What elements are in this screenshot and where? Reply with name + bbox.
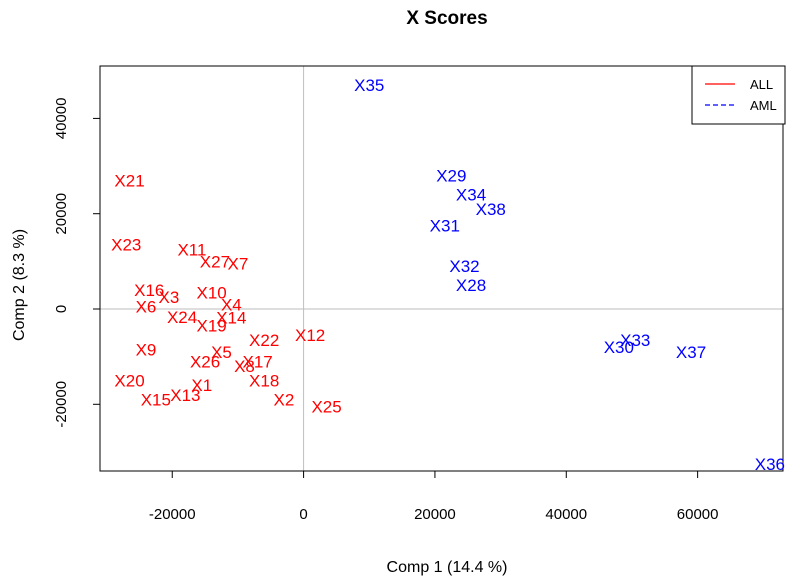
point-label-x19: X19 <box>197 317 227 336</box>
point-label-x16: X16 <box>134 281 164 300</box>
point-label-x23: X23 <box>111 236 141 255</box>
y-tick-label: 0 <box>53 305 70 313</box>
legend-label-aml: AML <box>750 98 777 113</box>
point-label-x37: X37 <box>676 343 706 362</box>
y-tick-label: -20000 <box>53 381 70 428</box>
point-label-x22: X22 <box>249 331 279 350</box>
point-label-x26: X26 <box>190 352 220 371</box>
point-label-x18: X18 <box>249 371 279 390</box>
point-label-x9: X9 <box>136 341 157 360</box>
legend-box <box>691 65 786 125</box>
point-label-x13: X13 <box>170 386 200 405</box>
point-label-x10: X10 <box>197 283 227 302</box>
point-label-x29: X29 <box>436 167 466 186</box>
point-label-x20: X20 <box>114 371 144 390</box>
x-axis: -20000 0 20000 40000 60000 <box>149 471 719 523</box>
point-label-x32: X32 <box>449 257 479 276</box>
point-label-x2: X2 <box>273 391 294 410</box>
legend: ALL AML <box>691 65 786 125</box>
plot-frame <box>99 65 784 472</box>
point-label-x25: X25 <box>311 398 341 417</box>
point-label-x11: X11 <box>177 240 206 259</box>
y-tick-label: 20000 <box>53 193 70 235</box>
point-label-x14: X14 <box>216 309 246 328</box>
point-label-x30: X30 <box>604 338 634 357</box>
x-tick-label: 20000 <box>414 506 456 523</box>
y-axis-label: Comp 2 (8.3 %) <box>11 229 28 341</box>
x-tick-label: -20000 <box>149 506 196 523</box>
point-label-x36: X36 <box>755 455 785 474</box>
legend-label-all: ALL <box>750 77 773 92</box>
point-label-x8: X8 <box>234 357 255 376</box>
x-tick-label: 0 <box>299 506 307 523</box>
x-tick-label: 60000 <box>677 506 719 523</box>
point-label-x33: X33 <box>620 331 650 350</box>
point-label-x6: X6 <box>136 298 157 317</box>
point-label-x3: X3 <box>159 288 180 307</box>
point-label-x15: X15 <box>141 391 171 410</box>
point-label-x27: X27 <box>200 252 230 271</box>
plot-area <box>99 65 784 472</box>
y-axis: -20000 0 20000 40000 <box>53 98 100 428</box>
point-label-x7: X7 <box>228 255 249 274</box>
x-axis-label: Comp 1 (14.4 %) <box>387 559 508 576</box>
point-label-x28: X28 <box>456 276 486 295</box>
point-label-x4: X4 <box>221 296 242 315</box>
point-label-x1: X1 <box>191 376 212 395</box>
point-label-x17: X17 <box>242 352 272 371</box>
point-label-x5: X5 <box>211 343 232 362</box>
x-tick-label: 40000 <box>545 506 587 523</box>
point-label-x38: X38 <box>476 200 506 219</box>
point-label-x35: X35 <box>354 76 384 95</box>
point-label-x31: X31 <box>430 217 460 236</box>
point-label-x12: X12 <box>295 326 325 345</box>
chart-title: X Scores <box>406 8 487 29</box>
point-label-x24: X24 <box>167 308 197 327</box>
point-label-x21: X21 <box>114 171 144 190</box>
y-tick-label: 40000 <box>53 98 70 140</box>
point-label-x34: X34 <box>456 186 486 205</box>
